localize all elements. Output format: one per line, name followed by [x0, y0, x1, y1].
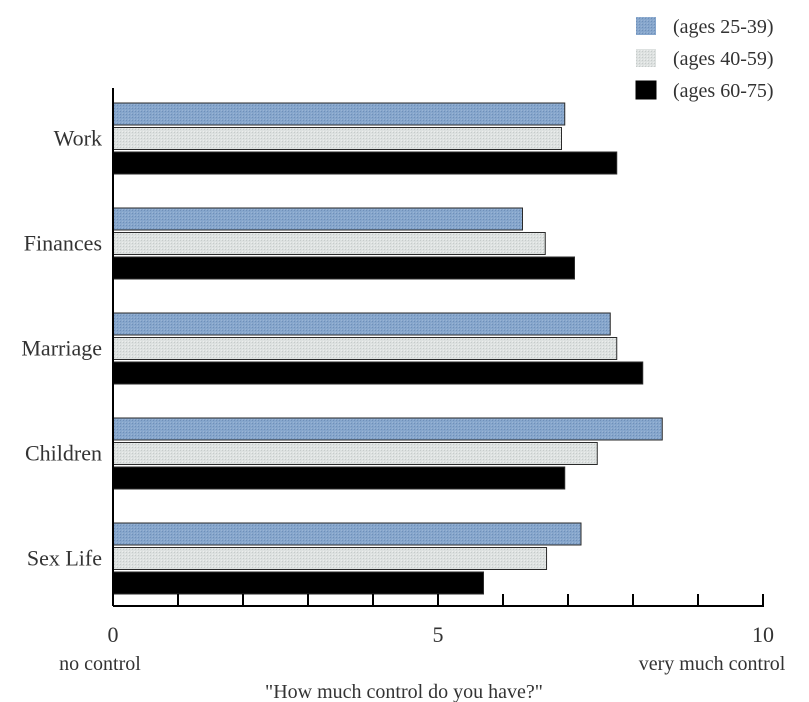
legend-swatch — [635, 80, 657, 100]
x-tick-label: 0 — [108, 622, 119, 647]
bar-marriage-series-1 — [112, 312, 611, 336]
x-axis-title: "How much control do you have?" — [265, 681, 543, 702]
category-label: Finances — [24, 231, 102, 256]
x-tick-label: 10 — [752, 622, 774, 647]
bar-sex-life-series-3 — [112, 571, 484, 595]
x-max-label: very much control — [639, 653, 786, 675]
bar-sex-life-series-2 — [112, 547, 548, 570]
bar-work-series-2 — [112, 127, 562, 150]
category-label: Marriage — [21, 336, 102, 361]
bar-work-series-1 — [112, 102, 566, 126]
bar-work-series-3 — [112, 151, 618, 175]
bar-sex-life-series-1 — [112, 522, 582, 546]
category-label: Children — [25, 441, 102, 466]
legend-swatch — [636, 17, 656, 35]
bar-marriage-series-3 — [112, 361, 644, 385]
bar-children-series-3 — [112, 466, 566, 490]
x-min-label: no control — [59, 653, 141, 675]
legend-label: (ages 25-39) — [673, 16, 774, 38]
bars — [112, 102, 663, 595]
bar-finances-series-1 — [112, 207, 523, 231]
legend-label: (ages 60-75) — [673, 80, 774, 102]
legend-label: (ages 40-59) — [673, 48, 774, 70]
category-labels: Work Finances Marriage Children Sex Life — [21, 126, 102, 571]
category-label: Sex Life — [27, 546, 102, 571]
category-label: Work — [54, 126, 102, 151]
bar-children-series-2 — [112, 442, 598, 465]
bar-finances-series-3 — [112, 256, 575, 280]
legend-swatch — [636, 49, 656, 67]
bar-finances-series-2 — [112, 232, 546, 255]
bar-children-series-1 — [112, 417, 663, 441]
legend: (ages 25-39) (ages 40-59) (ages 60-75) — [635, 16, 774, 102]
bar-marriage-series-2 — [112, 337, 618, 360]
x-tick-label: 5 — [433, 622, 444, 647]
axes: 0 5 10 — [108, 88, 774, 647]
